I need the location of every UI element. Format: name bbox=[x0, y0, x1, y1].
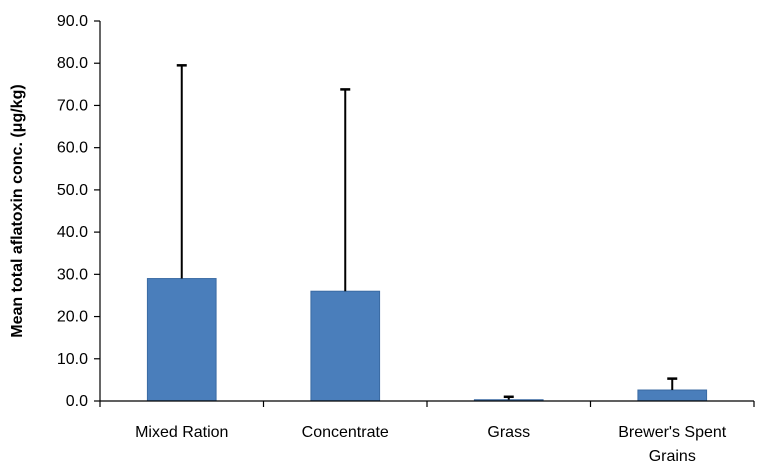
x-category-label: Grass bbox=[487, 424, 530, 441]
x-category-label-line: Brewer's Spent bbox=[618, 424, 727, 441]
bar bbox=[637, 389, 708, 402]
error-bars bbox=[176, 64, 678, 400]
y-tick-label: 30.0 bbox=[57, 266, 88, 283]
y-axis-ticks: 0.0 10.0 20.0 30.0 40.0 50.0 60.0 70.0 80.0 90.0 bbox=[57, 13, 755, 410]
x-category-label: Brewer's Spent Grains bbox=[618, 424, 727, 465]
y-axis-title: Mean total aflatoxin conc. (μg/kg) bbox=[9, 84, 26, 337]
y-tick-label: 90.0 bbox=[57, 13, 88, 30]
y-tick-label: 10.0 bbox=[57, 351, 88, 368]
y-tick-label: 80.0 bbox=[57, 55, 88, 72]
x-category-label-line: Concentrate bbox=[302, 424, 389, 441]
y-tick-label: 0.0 bbox=[66, 393, 88, 410]
y-tick-label: 40.0 bbox=[57, 224, 88, 241]
bars bbox=[146, 278, 708, 402]
x-category-label-line: Mixed Ration bbox=[135, 424, 228, 441]
y-tick-label: 20.0 bbox=[57, 309, 88, 326]
x-category-label: Mixed Ration bbox=[135, 424, 228, 441]
x-category-label-line: Grass bbox=[487, 424, 530, 441]
y-tick-label: 70.0 bbox=[57, 97, 88, 114]
y-tick-label: 50.0 bbox=[57, 182, 88, 199]
x-axis-labels: Mixed Ration Concentrate Grass Brewer's Spe… bbox=[135, 424, 727, 465]
x-category-label-line: Grains bbox=[649, 448, 696, 465]
bar bbox=[310, 290, 381, 402]
y-tick-label: 60.0 bbox=[57, 140, 88, 157]
x-category-label: Concentrate bbox=[302, 424, 389, 441]
bar bbox=[146, 278, 217, 402]
